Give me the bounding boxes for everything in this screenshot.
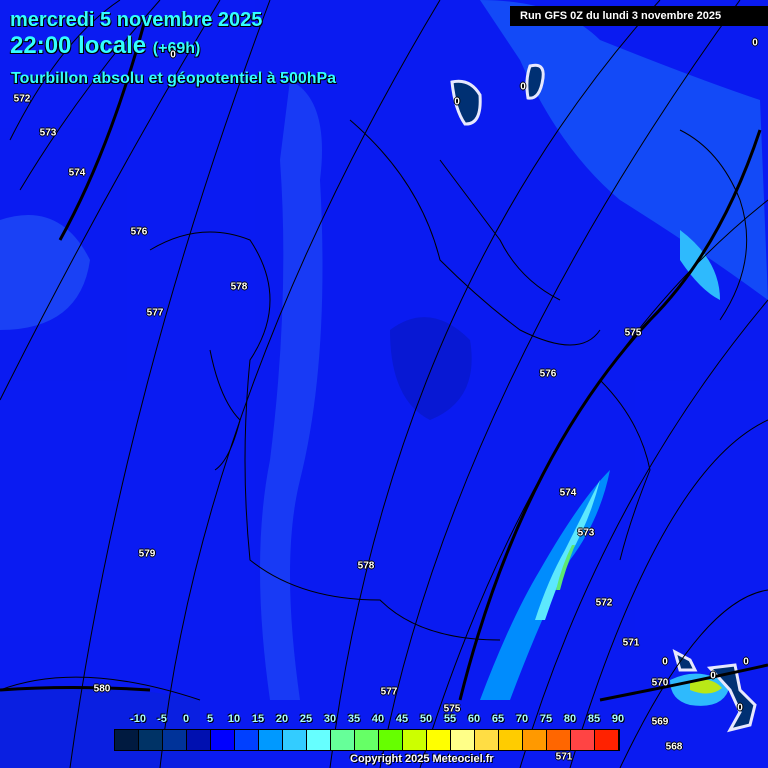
legend-tick-label: 10: [227, 713, 241, 725]
zero-vorticity-label: 0: [743, 656, 749, 668]
legend-swatch: [499, 730, 523, 750]
zero-vorticity-label: 0: [737, 702, 743, 714]
legend-swatch: [403, 730, 427, 750]
legend-swatch: [307, 730, 331, 750]
zero-vorticity-label: 0: [710, 670, 716, 682]
zero-vorticity-label: 0: [520, 81, 526, 93]
zero-vorticity-label: 0: [662, 656, 668, 668]
contour-label: 578: [357, 560, 375, 572]
legend-tick-label: 85: [587, 713, 601, 725]
legend-tick-label: 80: [563, 713, 577, 725]
legend-swatch: [355, 730, 379, 750]
contour-label: 569: [651, 716, 669, 728]
legend-tick-label: 60: [467, 713, 481, 725]
zero-vorticity-label: 0: [752, 37, 758, 49]
legend-tick-label: 0: [182, 713, 190, 725]
zero-vorticity-label: 0: [454, 96, 460, 108]
contour-label: 576: [539, 368, 557, 380]
legend-tick-label: 20: [275, 713, 289, 725]
map-title: Tourbillon absolu et géopotentiel à 500h…: [11, 70, 337, 87]
legend-tick-label: 55: [443, 713, 457, 725]
legend-tick-label: 5: [206, 713, 214, 725]
legend-tick-label: 40: [371, 713, 385, 725]
contour-label: 576: [130, 226, 148, 238]
model-run-banner: Run GFS 0Z du lundi 3 novembre 2025: [510, 6, 768, 26]
legend-swatch: [523, 730, 547, 750]
contour-label: 577: [380, 686, 398, 698]
contour-label: 574: [68, 167, 86, 179]
legend-tick-label: 25: [299, 713, 313, 725]
legend-swatch: [571, 730, 595, 750]
color-legend: [114, 729, 620, 751]
legend-swatch: [139, 730, 163, 750]
legend-tick-label: 65: [491, 713, 505, 725]
legend-swatch: [283, 730, 307, 750]
contour-label: 579: [138, 548, 156, 560]
legend-swatch: [187, 730, 211, 750]
copyright: Copyright 2025 Meteociel.fr: [350, 753, 494, 765]
contour-label: 568: [665, 741, 683, 753]
contour-label: 571: [622, 637, 640, 649]
legend-tick-label: 90: [611, 713, 625, 725]
thick-isolines: [0, 19, 768, 702]
legend-swatch: [115, 730, 139, 750]
legend-tick-label: 75: [539, 713, 553, 725]
legend-swatch: [451, 730, 475, 750]
legend-swatch: [331, 730, 355, 750]
forecast-time: 22:00 locale (+69h): [10, 32, 200, 60]
local-time: 22:00 locale: [10, 32, 147, 59]
legend-swatch: [163, 730, 187, 750]
lead-time: (+69h): [152, 40, 201, 57]
contour-label: 572: [13, 93, 31, 105]
legend-swatch: [547, 730, 571, 750]
legend-swatch: [475, 730, 499, 750]
legend-swatch: [235, 730, 259, 750]
zero-vorticity-label: 0: [170, 49, 176, 61]
legend-tick-label: 30: [323, 713, 337, 725]
contour-label: 570: [651, 677, 669, 689]
legend-swatch: [211, 730, 235, 750]
contour-label: 575: [624, 327, 642, 339]
contour-label: 578: [230, 281, 248, 293]
contour-label: 573: [39, 127, 57, 139]
legend-tick-label: 45: [395, 713, 409, 725]
legend-tick-label: 50: [419, 713, 433, 725]
contour-label: 577: [146, 307, 164, 319]
legend-swatch: [427, 730, 451, 750]
contour-label: 574: [559, 487, 577, 499]
legend-tick-label: 70: [515, 713, 529, 725]
legend-swatch: [595, 730, 619, 750]
contour-label: 580: [93, 683, 111, 695]
contour-label: 573: [577, 527, 595, 539]
contour-label: 572: [595, 597, 613, 609]
contour-label: 575: [443, 703, 461, 715]
legend-tick-label: 35: [347, 713, 361, 725]
forecast-date: mercredi 5 novembre 2025: [10, 9, 263, 31]
coastlines-borders: [149, 119, 748, 641]
legend-tick-label: -5: [157, 713, 167, 725]
legend-tick-label: 15: [251, 713, 265, 725]
legend-swatch: [259, 730, 283, 750]
contour-label: 571: [555, 751, 573, 763]
legend-tick-label: -10: [130, 713, 146, 725]
legend-swatch: [379, 730, 403, 750]
